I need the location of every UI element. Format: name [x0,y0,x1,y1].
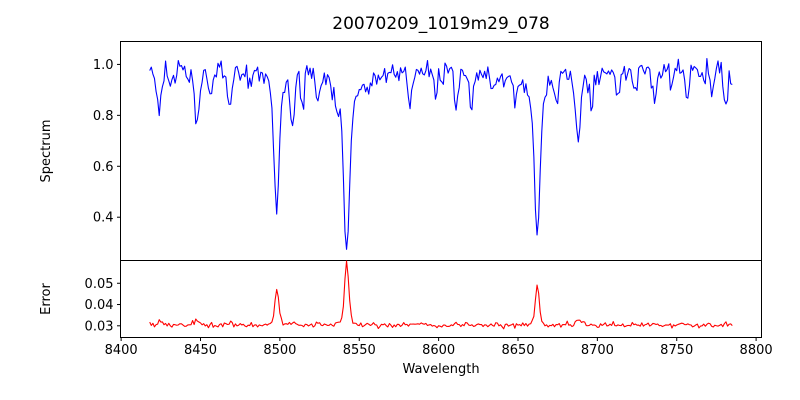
y-tick-label: 0.4 [93,211,114,226]
x-tick-label: 8750 [660,343,693,358]
y-tick-label: 0.03 [85,319,114,334]
x-tick-label: 8700 [581,343,614,358]
spectrum-line [149,57,733,250]
y-tick-label: 0.6 [93,160,114,175]
x-tick-label: 8400 [105,343,138,358]
x-tick-label: 8600 [422,343,455,358]
x-tick-label: 8800 [740,343,773,358]
x-axis-label: Wavelength [402,362,479,377]
spectrum-y-axis-ticks: 0.4 0.6 0.8 1.0 [93,58,121,226]
x-axis-ticks: 8400 8450 8500 8550 8600 8650 8700 8750 8800 [105,337,773,358]
y-tick-label: 0.8 [93,109,114,124]
error-line [149,260,733,330]
x-tick-label: 8450 [184,343,217,358]
x-tick-label: 8500 [263,343,296,358]
y-tick-label: 0.04 [85,298,114,313]
x-tick-label: 8550 [343,343,376,358]
error-panel-frame [120,260,762,338]
chart-title: 20070209_1019m29_078 [332,14,549,34]
error-y-axis-ticks: 0.03 0.04 0.05 [85,277,121,334]
error-y-axis-label: Error [39,283,54,315]
y-tick-label: 0.05 [85,277,114,292]
spectrum-y-axis-label: Spectrum [39,120,54,183]
x-tick-label: 8650 [501,343,534,358]
y-tick-label: 1.0 [93,58,114,73]
